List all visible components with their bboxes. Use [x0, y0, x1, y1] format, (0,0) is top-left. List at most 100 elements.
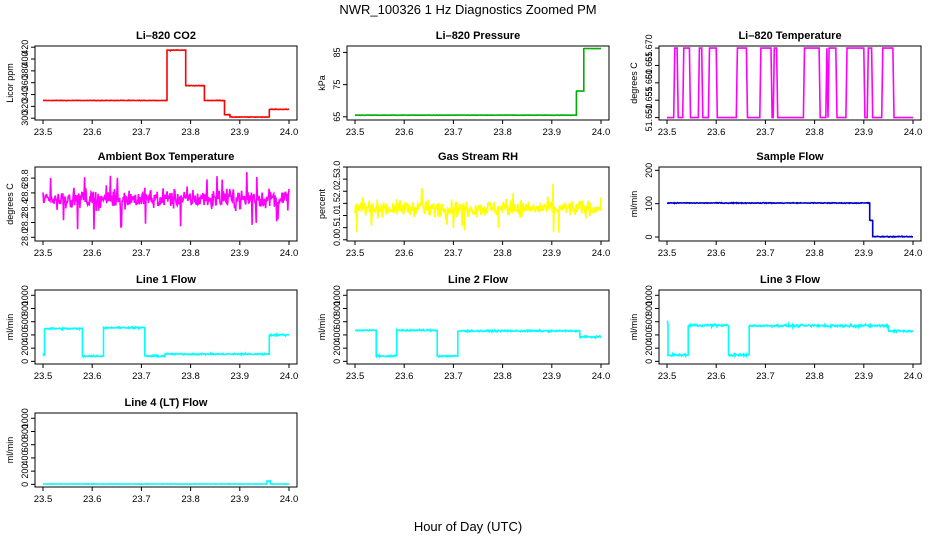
x-tick-label: 23.5	[658, 127, 677, 138]
x-tick-label: 23.5	[346, 371, 365, 382]
y-tick-label: 600	[20, 437, 30, 452]
x-tick-label: 23.9	[543, 371, 562, 382]
x-tick-label: 24.0	[592, 127, 611, 138]
panel-title: Ambient Box Temperature	[98, 151, 235, 163]
y-tick-label: 600	[20, 314, 30, 329]
x-tick-label: 23.6	[83, 127, 102, 138]
data-series-line	[354, 47, 602, 117]
x-tick-label: 23.7	[132, 371, 151, 382]
y-tick-label: 400	[20, 52, 30, 67]
x-tick-label: 23.5	[34, 248, 53, 259]
y-axis-label: kPa	[317, 75, 327, 91]
figure-title: NWR_100326 1 Hz Diagnostics Zoomed PM	[339, 2, 596, 17]
y-axis-label: percent	[317, 188, 327, 219]
x-tick-label: 23.7	[756, 127, 775, 138]
chart-panel: Ambient Box Temperature 23.5 23.6 23.7 23.8 2…	[5, 151, 298, 259]
x-tick-label: 23.5	[346, 127, 365, 138]
x-tick-label: 23.6	[395, 127, 414, 138]
y-axis-label: Licor ppm	[5, 63, 15, 103]
y-tick-label: 51.660	[644, 69, 654, 97]
x-tick-label: 23.8	[805, 127, 824, 138]
y-tick-label: 51.665	[644, 52, 654, 80]
y-tick-label: 51.650	[644, 104, 654, 132]
y-tick-label: 800	[20, 301, 30, 316]
y-tick-label: 100	[644, 196, 654, 211]
y-tick-label: 400	[20, 450, 30, 465]
x-tick-label: 24.0	[904, 371, 923, 382]
y-tick-label: 420	[20, 40, 30, 55]
y-tick-label: 320	[20, 99, 30, 114]
panel-grid: Li–820 CO2 23.5 23.6 23.7 23.8 23.9 24.0 300320…	[5, 30, 922, 505]
y-tick-label: 1000	[20, 408, 30, 428]
x-tick-label: 23.8	[493, 248, 512, 259]
y-tick-label: 0.5	[332, 221, 342, 234]
x-tick-label: 23.8	[181, 248, 200, 259]
y-tick-label: 360	[20, 75, 30, 90]
data-series-line	[666, 320, 914, 359]
chart-panel: Li–820 CO2 23.5 23.6 23.7 23.8 23.9 24.0 300320…	[5, 30, 298, 138]
y-tick-label: 1000	[644, 285, 654, 305]
x-tick-label: 23.6	[83, 371, 102, 382]
x-tick-label: 23.8	[805, 371, 824, 382]
data-series-line	[43, 479, 289, 486]
x-tick-label: 23.6	[707, 371, 726, 382]
y-tick-label: 600	[644, 314, 654, 329]
chart-panel: Line 1 Flow 23.5 23.6 23.7 23.8 23.9 24.0 0 2004…	[5, 274, 298, 382]
x-tick-label: 23.8	[181, 127, 200, 138]
y-tick-label: 1000	[332, 285, 342, 305]
panel-title: Li–820 Pressure	[436, 30, 520, 42]
x-tick-label: 24.0	[280, 127, 299, 138]
x-tick-label: 23.7	[132, 248, 151, 259]
y-tick-label: 1.0	[332, 209, 342, 222]
x-tick-label: 23.8	[493, 127, 512, 138]
y-tick-label: 200	[20, 464, 30, 479]
y-axis-label: ml/min	[5, 437, 15, 464]
y-tick-label: 51.670	[644, 34, 654, 62]
plot-frame	[346, 289, 610, 365]
y-tick-label: 0	[332, 359, 342, 364]
y-tick-label: 200	[332, 341, 342, 356]
panel-title: Line 3 Flow	[760, 274, 820, 286]
chart-panel: Line 3 Flow 23.5 23.6 23.7 23.8 23.9 24.0 0 2004…	[629, 274, 922, 382]
x-tick-label: 23.9	[855, 248, 874, 259]
y-tick-label: 800	[332, 301, 342, 316]
y-tick-label: 2.5	[332, 173, 342, 186]
x-tick-label: 23.9	[231, 371, 250, 382]
y-tick-label: 2.0	[332, 185, 342, 198]
y-tick-label: 0	[644, 359, 654, 364]
y-tick-label: 400	[332, 327, 342, 342]
x-tick-label: 24.0	[904, 127, 923, 138]
y-tick-label: 0.0	[332, 234, 342, 247]
y-tick-label: 65	[332, 112, 342, 122]
y-tick-label: 0	[20, 359, 30, 364]
chart-panel: Li–820 Temperature 23.5 23.6 23.7 23.8 23.9 24…	[629, 30, 922, 138]
x-tick-label: 23.6	[83, 248, 102, 259]
x-tick-label: 24.0	[280, 248, 299, 259]
x-tick-label: 24.0	[280, 371, 299, 382]
x-tick-label: 24.0	[592, 371, 611, 382]
x-tick-label: 23.7	[756, 371, 775, 382]
y-tick-label: 85	[332, 47, 342, 57]
y-tick-label: 28.0	[20, 229, 30, 247]
x-tick-label: 23.9	[855, 127, 874, 138]
panel-title: Line 4 (LT) Flow	[125, 397, 208, 409]
data-series-line	[667, 47, 913, 119]
chart-panel: Sample Flow 23.5 23.6 23.7 23.8 23.9 24.0 0 100 2…	[629, 151, 922, 259]
plot-frame	[34, 289, 298, 365]
x-tick-label: 23.8	[181, 494, 200, 505]
y-tick-label: 0	[20, 482, 30, 487]
y-tick-label: 1000	[20, 285, 30, 305]
y-tick-label: 300	[20, 111, 30, 126]
y-tick-label: 200	[644, 163, 654, 178]
x-tick-label: 23.9	[855, 371, 874, 382]
chart-panel: Li–820 Pressure 23.5 23.6 23.7 23.8 23.9 24.0 6…	[317, 30, 610, 138]
x-tick-label: 23.5	[34, 127, 53, 138]
y-tick-label: 0	[644, 234, 654, 239]
x-tick-label: 23.8	[181, 371, 200, 382]
panel-title: Line 1 Flow	[136, 274, 196, 286]
plot-frame	[34, 412, 298, 488]
plot-frame	[346, 45, 610, 121]
data-series-line	[667, 201, 913, 239]
panel-title: Line 2 Flow	[448, 274, 508, 286]
